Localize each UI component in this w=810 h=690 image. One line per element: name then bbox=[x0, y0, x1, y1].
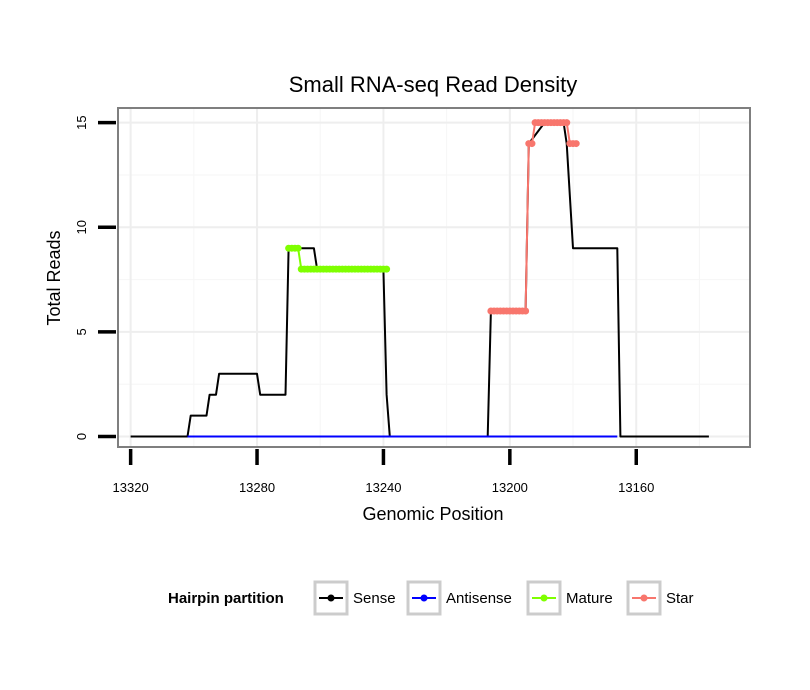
data-point-mature bbox=[383, 265, 391, 273]
y-tick-label: 0 bbox=[74, 433, 89, 440]
data-point-star bbox=[528, 140, 536, 148]
series-line-star bbox=[490, 121, 577, 312]
legend-label: Star bbox=[666, 590, 694, 607]
series-line-sense bbox=[130, 121, 709, 438]
y-tick-label: 5 bbox=[74, 328, 89, 335]
legend-key-point bbox=[540, 594, 548, 602]
legend-key-point bbox=[327, 594, 335, 602]
chart-title: Small RNA-seq Read Density bbox=[289, 72, 578, 97]
series-star bbox=[487, 119, 580, 315]
legend-label: Antisense bbox=[446, 590, 512, 607]
legend-title: Hairpin partition bbox=[168, 590, 284, 607]
gridlines bbox=[118, 108, 750, 447]
data-point-mature bbox=[294, 244, 302, 252]
plot-panel bbox=[117, 107, 751, 448]
series-layer bbox=[130, 119, 709, 438]
legend-key-point bbox=[420, 594, 428, 602]
legend-item-antisense: Antisense bbox=[406, 580, 512, 616]
x-axis: 13320 13280 13240 13200 13160 bbox=[113, 449, 654, 495]
y-axis: 0 5 10 15 bbox=[74, 115, 116, 440]
legend-item-mature: Mature bbox=[526, 580, 613, 616]
x-axis-title: Genomic Position bbox=[362, 504, 503, 524]
y-tick-label: 15 bbox=[74, 115, 89, 129]
x-tick-label: 13200 bbox=[492, 480, 528, 495]
legend-item-star: Star bbox=[626, 580, 694, 616]
series-mature bbox=[285, 244, 391, 273]
x-tick-label: 13240 bbox=[365, 480, 401, 495]
series-sense bbox=[130, 121, 709, 438]
legend-item-sense: Sense bbox=[313, 580, 396, 616]
legend-key-point bbox=[640, 594, 648, 602]
x-tick-label: 13160 bbox=[618, 480, 654, 495]
data-point-star bbox=[572, 140, 580, 148]
legend-label: Mature bbox=[566, 590, 613, 607]
data-point-star bbox=[563, 119, 571, 127]
y-tick-label: 10 bbox=[74, 220, 89, 234]
y-axis-title: Total Reads bbox=[44, 230, 64, 325]
legend-label: Sense bbox=[353, 590, 396, 607]
x-tick-label: 13320 bbox=[113, 480, 149, 495]
legend: Hairpin partition Sense Antisense Mature St… bbox=[168, 580, 694, 616]
x-tick-label: 13280 bbox=[239, 480, 275, 495]
data-point-star bbox=[522, 307, 530, 315]
